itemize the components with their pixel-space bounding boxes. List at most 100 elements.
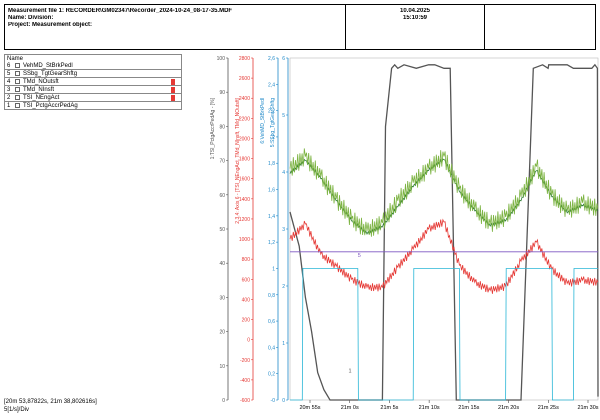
axis-tick-label: 1,2	[268, 240, 275, 246]
axis-tick-label: 600	[242, 277, 251, 283]
axis-tick-label: 2	[282, 284, 285, 290]
x-axis-tick-label: 21m 30s	[577, 405, 598, 411]
axis-tick-label: 1200	[239, 217, 250, 223]
x-axis-tick-label: 21m 20s	[498, 405, 519, 411]
axis-tick-label: 1,4	[268, 214, 275, 220]
legend-item-number: 3	[7, 87, 11, 93]
legend-item-label: VehMD_StBrkPedl	[23, 63, 73, 69]
x-axis-tick-label: 21m 0s	[341, 405, 359, 411]
series-4-line	[289, 148, 599, 237]
legend-item-checkbox[interactable]	[15, 63, 20, 68]
legend-item-number: 2	[7, 95, 11, 101]
legend-item-number: 1	[7, 103, 11, 109]
legend-item-label: TMd_NOutsft	[23, 79, 59, 85]
axis-label: 1:TSI_PctgAccrPedAg - [%]	[210, 97, 216, 159]
axis-label: 6:VehMD_StBrkPedl	[260, 98, 266, 144]
legend-item[interactable]: 1 TSI_PctgAccrPedAg	[4, 102, 182, 110]
axis-tick-label: 1800	[239, 157, 250, 163]
plot-area	[289, 57, 599, 401]
axis-tick-label: 0,8	[268, 293, 275, 299]
axis-tick-label: 1000	[239, 237, 250, 243]
legend-item-checkbox[interactable]	[15, 71, 20, 76]
legend-item-checkbox[interactable]	[15, 103, 20, 108]
time-per-div: 5[1/s]/Div	[4, 407, 30, 413]
axis-tick-label: 30	[219, 295, 225, 301]
axis-tick-label: -200	[240, 358, 250, 364]
measurement-file-label: Measurement file 1: RECORDER\GM02347\Rec…	[8, 8, 233, 14]
axis-tick-label: 1,8	[268, 161, 275, 167]
legend-item-number: 4	[7, 79, 11, 85]
axis-tick-label: 0	[247, 338, 250, 344]
axis-label: 5:SSbg_TgtGearShftg	[270, 98, 276, 147]
legend-item[interactable]: 5 SSbg_TgtGearShftg	[4, 70, 182, 78]
axis-tick-label: -0	[271, 398, 276, 404]
legend-item-label: SSbg_TgtGearShftg	[23, 71, 78, 77]
signal-legend: Name 6 VehMD_StBrkPedl 5 SSbg_TgtGearShftg 4…	[4, 54, 182, 110]
legend-item-label: TMd_NInsft	[23, 87, 55, 93]
axis-tick-label: 1,6	[268, 188, 275, 194]
axis-tick-label: 2600	[239, 76, 250, 82]
axis-tick-label: 2800	[239, 56, 250, 62]
axis-tick-label: 10	[219, 364, 225, 370]
legend-item-label: TSI_PctgAccrPedAg	[23, 103, 78, 109]
series-6-line	[290, 268, 598, 401]
cursor-range: [20m 53,87822s, 21m 38,802616s]	[4, 399, 97, 405]
x-axis-tick-label: 20m 55s	[299, 405, 320, 411]
axis-tick-label: 2,6	[268, 56, 275, 62]
axis-tick-label: 2	[272, 135, 275, 141]
axis-tick-label: 0,2	[268, 372, 275, 378]
axis-tick-label: -400	[240, 378, 250, 384]
legend-item-checkbox[interactable]	[15, 79, 20, 84]
axis-tick-label: 4	[282, 170, 285, 176]
axis-tick-label: 1	[272, 266, 275, 272]
project-object-label: Project: Measurement object:	[8, 22, 93, 28]
axis-tick-label: 100	[217, 56, 226, 62]
axis-tick-label: 2000	[239, 136, 250, 142]
x-axis-tick-label: 21m 5s	[380, 405, 398, 411]
axis-tick-label: 80	[219, 124, 225, 130]
legend-item[interactable]: 6 VehMD_StBrkPedl	[4, 62, 182, 70]
axis-tick-label: 5	[282, 113, 285, 119]
axis-tick-label: 1400	[239, 197, 250, 203]
legend-item-checkbox[interactable]	[15, 95, 20, 100]
axis-tick-label: 0	[222, 398, 225, 404]
measurement-header: Measurement file 1: RECORDER\GM02347\Rec…	[4, 4, 596, 50]
axis-tick-label: 2400	[239, 96, 250, 102]
series-1-label: 1	[349, 369, 352, 375]
legend-item-checkbox[interactable]	[15, 87, 20, 92]
axis-tick-label: 2200	[239, 116, 250, 122]
axis-tick-label: 2,2	[268, 109, 275, 115]
axis-tick-label: 6	[282, 56, 285, 62]
header-time: 15:10:59	[402, 15, 428, 21]
legend-item-marker	[171, 87, 175, 93]
axis-tick-label: 200	[242, 318, 251, 324]
axis-tick-label: 3	[282, 227, 285, 233]
axis-label: 2,3,4: Axis 6 - [TSI_NEngAct, TMd_NInsft…	[235, 97, 241, 223]
legend-item-label: TSI_NEngAct	[23, 95, 60, 101]
legend-title: Name	[4, 54, 182, 62]
x-axis-tick-label: 21m 15s	[458, 405, 479, 411]
series-2-line	[289, 218, 599, 294]
axis-tick-label: 400	[242, 297, 251, 303]
axis-tick-label: -600	[240, 398, 250, 404]
axis-tick-label: 0,4	[268, 345, 275, 351]
name-division-label: Name: Division:	[8, 15, 54, 21]
series-5-label: 5	[358, 253, 361, 259]
axis-tick-label: 2,4	[268, 82, 275, 88]
x-axis-tick-label: 21m 25s	[538, 405, 559, 411]
axis-tick-label: 0	[282, 398, 285, 404]
legend-item[interactable]: 2 TSI_NEngAct	[4, 94, 182, 102]
axis-tick-label: 1	[282, 341, 285, 347]
legend-item[interactable]: 3 TMd_NInsft	[4, 86, 182, 94]
axis-tick-label: 90	[219, 90, 225, 96]
axis-tick-label: 1600	[239, 177, 250, 183]
legend-item-number: 5	[7, 71, 11, 77]
legend-item-number: 6	[7, 63, 11, 69]
status-bar: [20m 53,87822s, 21m 38,802616s] 5[1/s]/D…	[4, 398, 204, 414]
legend-item-marker	[171, 95, 175, 101]
legend-item[interactable]: 4 TMd_NOutsft	[4, 78, 182, 86]
legend-item-marker	[171, 79, 175, 85]
axis-tick-label: 20	[219, 330, 225, 336]
axis-tick-label: 800	[242, 257, 251, 263]
